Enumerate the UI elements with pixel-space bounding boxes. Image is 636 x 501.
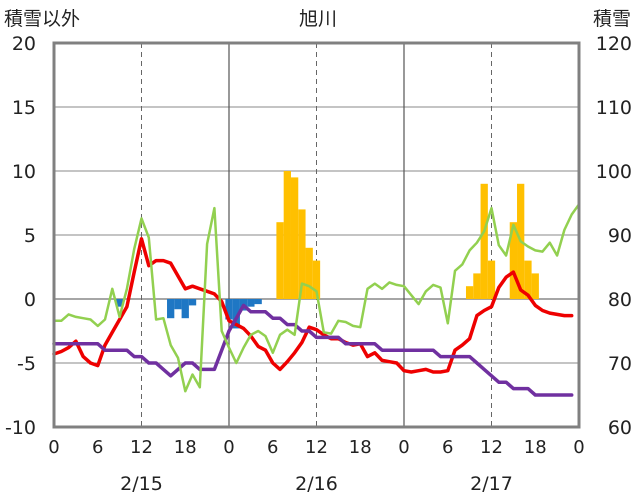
purple-line xyxy=(52,303,574,397)
x-date-label: 2/15 xyxy=(120,473,163,495)
blue-bar xyxy=(247,299,255,307)
x-tick-label: 12 xyxy=(305,437,328,458)
x-tick-label: 6 xyxy=(92,437,103,458)
right-tick-label: 90 xyxy=(608,225,632,247)
orange-bar xyxy=(509,222,518,299)
green-line xyxy=(52,203,581,393)
orange-bar xyxy=(524,260,532,299)
left-tick-label: -10 xyxy=(5,417,36,439)
orange-bar xyxy=(298,209,306,299)
x-tick-label: 18 xyxy=(524,437,547,458)
x-tick-label: 6 xyxy=(267,437,278,458)
blue-bar xyxy=(115,299,124,307)
x-axis-ticks: 0 6 12 18 0 6 12 18 0 6 12 18 0 xyxy=(48,437,584,458)
blue-bar xyxy=(167,299,175,319)
right-tick-label: 70 xyxy=(608,353,632,375)
plot-frame xyxy=(52,41,581,429)
orange-bar xyxy=(465,286,474,299)
blue-bar xyxy=(174,299,182,310)
orange-bar xyxy=(473,273,481,299)
blue-bar xyxy=(232,299,240,329)
orange-bar xyxy=(290,177,299,299)
right-tick-label: 80 xyxy=(608,289,632,311)
orange-bar xyxy=(305,247,313,299)
x-tick-label: 18 xyxy=(349,437,372,458)
grid-lines xyxy=(54,43,579,427)
orange-bar xyxy=(276,222,284,299)
right-axis-ticks: 120 110 100 90 80 70 60 xyxy=(596,33,632,439)
x-date-label: 2/16 xyxy=(295,473,338,495)
right-tick-label: 100 xyxy=(596,161,632,183)
x-date-label: 2/17 xyxy=(470,473,513,495)
x-tick-label: 0 xyxy=(223,437,234,458)
left-axis-ticks: 20 15 10 5 0 -5 -10 xyxy=(5,33,36,439)
orange-bar xyxy=(531,273,539,299)
x-tick-label: 12 xyxy=(130,437,153,458)
left-tick-label: 10 xyxy=(12,161,36,183)
orange-bar xyxy=(487,260,496,299)
x-tick-label: 18 xyxy=(174,437,197,458)
left-tick-label: 5 xyxy=(24,225,36,247)
orange-bar xyxy=(312,260,321,299)
left-tick-label: 0 xyxy=(24,289,36,311)
blue-bar xyxy=(225,299,233,320)
bar-series xyxy=(115,171,539,329)
x-tick-label: 6 xyxy=(442,437,453,458)
right-tick-label: 60 xyxy=(608,417,632,439)
left-tick-label: -5 xyxy=(17,353,36,375)
blue-bar xyxy=(181,299,189,319)
x-tick-label: 0 xyxy=(48,437,59,458)
red-line xyxy=(52,237,574,374)
blue-bar xyxy=(254,299,262,305)
right-axis-title: 積雪 xyxy=(593,8,631,30)
orange-bar xyxy=(480,183,488,299)
x-tick-label: 0 xyxy=(573,437,584,458)
blue-bar xyxy=(188,299,197,306)
orange-bar xyxy=(283,171,291,299)
left-tick-label: 15 xyxy=(12,97,36,119)
x-axis-dates: 2/15 2/16 2/17 xyxy=(120,473,513,495)
line-series xyxy=(52,203,581,397)
chart-title: 旭川 xyxy=(299,8,337,30)
x-tick-label: 12 xyxy=(480,437,503,458)
x-tick-label: 0 xyxy=(398,437,409,458)
right-tick-label: 110 xyxy=(596,97,632,119)
left-tick-label: 20 xyxy=(12,33,36,55)
left-axis-title: 積雪以外 xyxy=(4,8,80,30)
right-tick-label: 120 xyxy=(596,33,632,55)
